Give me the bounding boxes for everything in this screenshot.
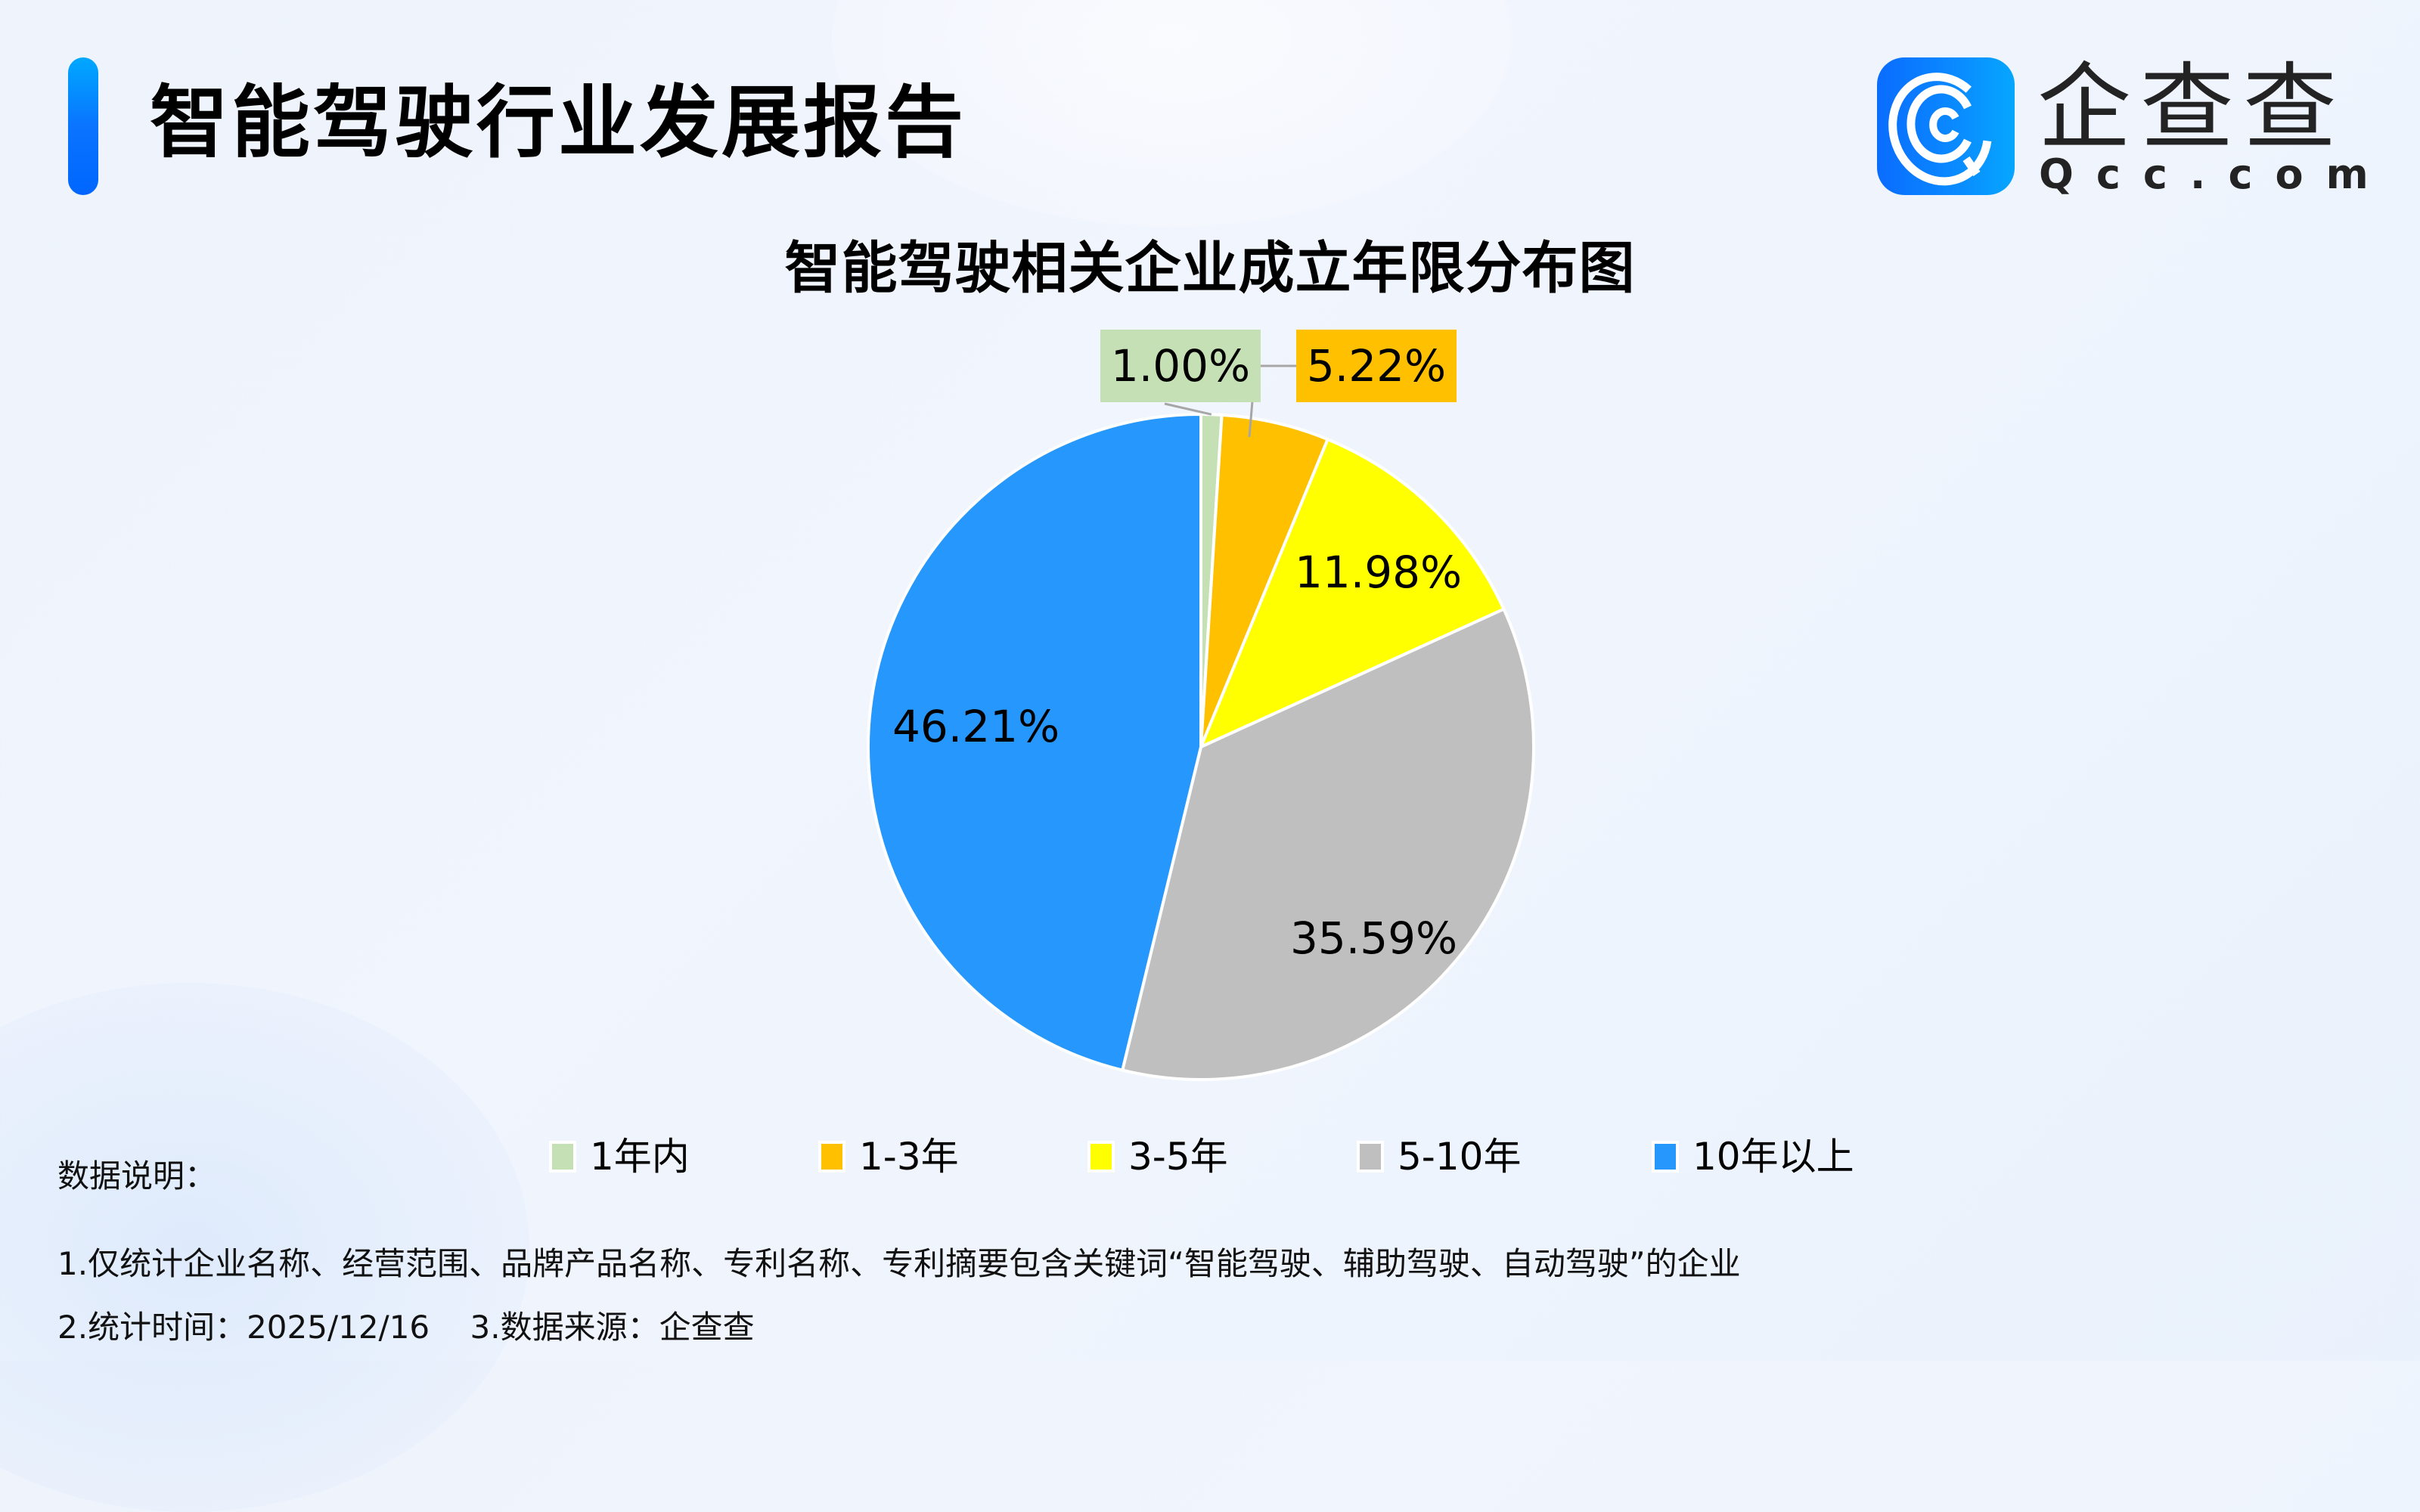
pie-chart — [867, 364, 1535, 1081]
pie-slice-3-5yr[interactable] — [1198, 437, 1506, 750]
logo-name-cn: 企查查 — [2037, 54, 2347, 163]
legend-item-5-10yr[interactable]: 5-10年 — [1357, 1126, 1521, 1187]
chart-title: 智能驾驶相关企业成立年限分布图 — [784, 236, 1636, 301]
data-label-1yr: 1.00% — [1100, 330, 1261, 402]
leader-line — [1164, 402, 1212, 416]
legend-item-1yr[interactable]: 1年内 — [549, 1126, 690, 1187]
legend-item-1-3yr[interactable]: 1-3年 — [818, 1126, 959, 1187]
data-label-1-3yr: 5.22% — [1296, 330, 1457, 402]
pie-slice-5-10yr[interactable] — [1120, 607, 1535, 1081]
qcc-logo: 企查查 Qcc.com — [1877, 54, 2420, 209]
chart-legend: 1年内 1-3年 3-5年 5-10年 10年以上 — [0, 1126, 2420, 1187]
pie-slice-1-3yr[interactable] — [1199, 413, 1330, 748]
logo-name-en: Qcc.com — [2039, 150, 2391, 198]
legend-swatch — [1087, 1141, 1115, 1173]
legend-swatch — [549, 1141, 576, 1173]
qcc-logo-icon — [1877, 57, 2015, 195]
data-label-10yr-plus: 46.21% — [892, 701, 1060, 752]
notes-line-2: 2.统计时间：2025/12/16 3.数据来源：企查查 — [57, 1309, 755, 1346]
legend-swatch — [1357, 1141, 1384, 1173]
report-title: 智能驾驶行业发展报告 — [150, 76, 967, 169]
title-accent-bar — [68, 57, 98, 195]
notes-line-1: 1.仅统计企业名称、经营范围、品牌产品名称、专利名称、专利摘要包含关键词“智能驾… — [57, 1245, 1741, 1282]
legend-item-10yr-plus[interactable]: 10年以上 — [1652, 1126, 1854, 1187]
data-label-3-5yr: 11.98% — [1295, 547, 1463, 598]
notes-heading: 数据说明： — [57, 1157, 217, 1194]
data-label-5-10yr: 35.59% — [1290, 912, 1458, 964]
legend-swatch — [818, 1141, 845, 1173]
pie-slice-10yr-plus[interactable] — [867, 412, 1202, 1072]
legend-item-3-5yr[interactable]: 3-5年 — [1087, 1126, 1228, 1187]
legend-swatch — [1652, 1141, 1679, 1173]
